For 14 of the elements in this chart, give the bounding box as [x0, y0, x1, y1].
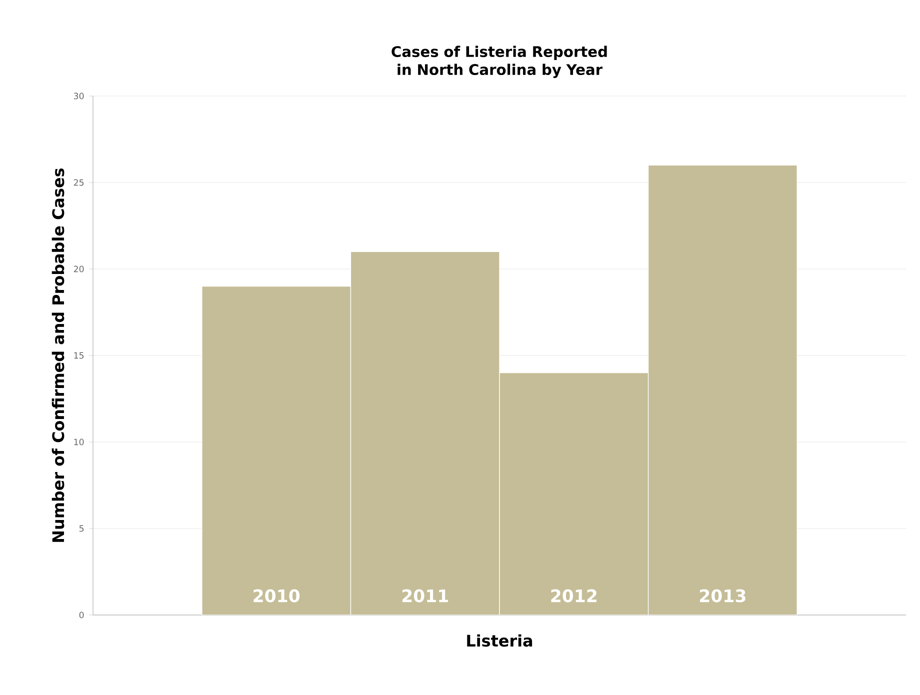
series-label: 2011 [402, 589, 448, 602]
y-tick-label: 30 [74, 92, 84, 100]
chart-title: Cases of Listeria Reported in North Carolina by Year [392, 46, 607, 78]
series-label: 2012 [551, 589, 596, 602]
y-tick-label: 15 [74, 352, 84, 359]
y-tick-label: 0 [79, 612, 84, 618]
x-tick-label: Listeria [467, 634, 532, 647]
y-tick-label: 10 [74, 438, 84, 446]
y-axis-title: Number of Confirmed and Probable Cases [52, 168, 64, 542]
y-tick-label: 20 [74, 266, 84, 272]
series-label: 2010 [254, 589, 300, 602]
y-tick-label: 25 [74, 179, 84, 186]
y-tick-label: 5 [79, 525, 84, 532]
series-label: 2013 [700, 589, 746, 602]
